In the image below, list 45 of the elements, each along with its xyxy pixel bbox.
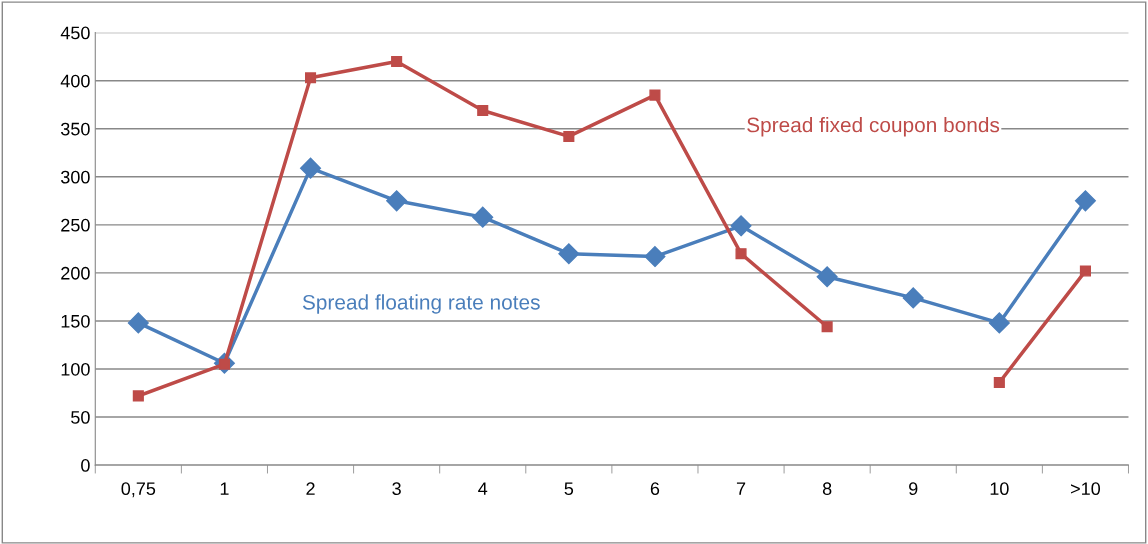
y-tick-label: 50 (71, 411, 90, 424)
x-tick-label: 0,75 (121, 482, 156, 498)
point (127, 312, 149, 334)
y-tick-label: 200 (61, 266, 90, 280)
text: Spread fixed coupon bonds (747, 117, 1000, 137)
point (730, 215, 752, 237)
point (477, 104, 489, 117)
x-tick-label: 5 (564, 482, 574, 496)
point (821, 321, 833, 333)
point (300, 157, 322, 179)
x-tick-label: 3 (392, 482, 401, 496)
x-tick-label: 10 (990, 482, 1009, 496)
y-tick-label: 250 (61, 218, 90, 232)
x-tick-label: 4 (478, 482, 488, 495)
point (988, 312, 1010, 334)
x-tick-label: 2 (306, 482, 315, 495)
point (304, 72, 317, 84)
point (644, 246, 666, 268)
point (391, 55, 403, 68)
point (816, 266, 838, 288)
point (472, 206, 494, 228)
y-tick-label: 450 (60, 26, 90, 40)
text: Spread floating rate notes (302, 294, 540, 314)
point (1074, 190, 1096, 212)
point (558, 243, 580, 265)
y-tick-label: 150 (61, 314, 90, 328)
point (386, 190, 408, 212)
y-tick-label: 400 (60, 74, 90, 88)
point (132, 390, 144, 402)
point (735, 248, 747, 260)
x-tick-label: 9 (909, 482, 918, 496)
y-tick-label: 100 (61, 362, 90, 376)
y-tick-label: 350 (60, 122, 90, 136)
point (563, 130, 575, 142)
y-tick-label: 300 (60, 170, 90, 184)
x-tick-label: 7 (736, 482, 746, 495)
x-tick-label: >10 (1071, 482, 1101, 496)
point (1079, 265, 1091, 277)
y-tick-label: 0 (81, 459, 90, 472)
x-tick-label: 8 (822, 482, 832, 496)
point (902, 287, 924, 309)
point (993, 376, 1005, 389)
point (649, 89, 661, 101)
x-tick-label: 6 (650, 482, 660, 496)
x-tick-label: 1 (220, 482, 229, 495)
